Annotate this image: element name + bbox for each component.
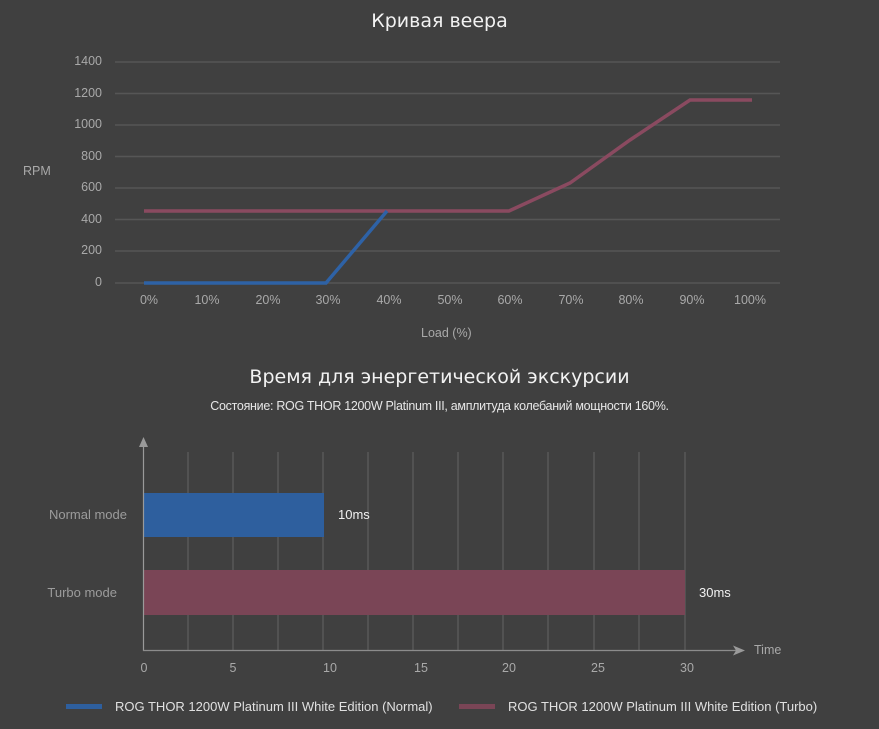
legend-item-turbo: ROG THOR 1200W Platinum III White Editio… xyxy=(459,699,817,714)
x-axis-arrow-icon xyxy=(733,645,745,656)
excursion-chart-subtitle: Состояние: ROG THOR 1200W Platinum III, … xyxy=(210,399,669,413)
x-tick: 30% xyxy=(315,293,341,307)
y-tick: 0 xyxy=(95,275,102,289)
excursion-chart-title: Время для энергетической экскурсии xyxy=(249,366,630,388)
time-tick: 10 xyxy=(323,661,337,675)
y-tick: 400 xyxy=(81,212,102,226)
excursion-vertical-gridlines xyxy=(187,452,686,650)
time-tick: 25 xyxy=(591,661,605,675)
turbo-mode-bar xyxy=(143,570,685,615)
y-tick: 200 xyxy=(81,243,102,257)
fan-chart-title: Кривая веера xyxy=(371,10,508,32)
legend-item-normal: ROG THOR 1200W Platinum III White Editio… xyxy=(66,699,433,714)
legend-swatch-turbo-icon xyxy=(459,704,495,709)
legend-label-turbo: ROG THOR 1200W Platinum III White Editio… xyxy=(508,699,818,714)
time-tick: 15 xyxy=(414,661,428,675)
fan-chart-gridlines xyxy=(115,61,780,284)
normal-fan-line xyxy=(144,209,389,285)
legend-label-normal: ROG THOR 1200W Platinum III White Editio… xyxy=(115,699,433,714)
x-tick: 100% xyxy=(734,293,766,307)
y-tick: 1200 xyxy=(74,86,102,100)
x-tick: 20% xyxy=(255,293,281,307)
time-tick: 30 xyxy=(680,661,694,675)
value-label-normal: 10ms xyxy=(338,507,370,522)
x-tick: 40% xyxy=(376,293,402,307)
value-label-turbo: 30ms xyxy=(699,585,731,600)
y-tick: 1400 xyxy=(74,54,102,68)
turbo-fan-line xyxy=(144,98,752,213)
fan-x-axis-label: Load (%) xyxy=(421,326,472,340)
y-tick: 800 xyxy=(81,149,102,163)
y-tick: 600 xyxy=(81,180,102,194)
x-tick: 80% xyxy=(618,293,644,307)
x-tick: 0% xyxy=(139,293,159,307)
normal-mode-bar xyxy=(143,493,324,537)
x-tick: 60% xyxy=(497,293,523,307)
y-axis-arrow-icon xyxy=(139,437,148,447)
time-tick: 0 xyxy=(140,661,148,675)
legend-swatch-normal-icon xyxy=(66,704,102,709)
x-tick: 50% xyxy=(437,293,463,307)
x-tick: 70% xyxy=(558,293,584,307)
fan-y-axis-label: RPM xyxy=(23,164,51,178)
x-tick: 10% xyxy=(194,293,220,307)
y-tick: 1000 xyxy=(74,117,102,131)
time-tick: 5 xyxy=(229,661,237,675)
category-label-normal: Normal mode xyxy=(48,507,127,522)
category-label-turbo: Turbo mode xyxy=(47,585,117,600)
time-tick: 20 xyxy=(502,661,516,675)
time-axis-label: Time xyxy=(754,643,782,657)
x-tick: 90% xyxy=(679,293,705,307)
